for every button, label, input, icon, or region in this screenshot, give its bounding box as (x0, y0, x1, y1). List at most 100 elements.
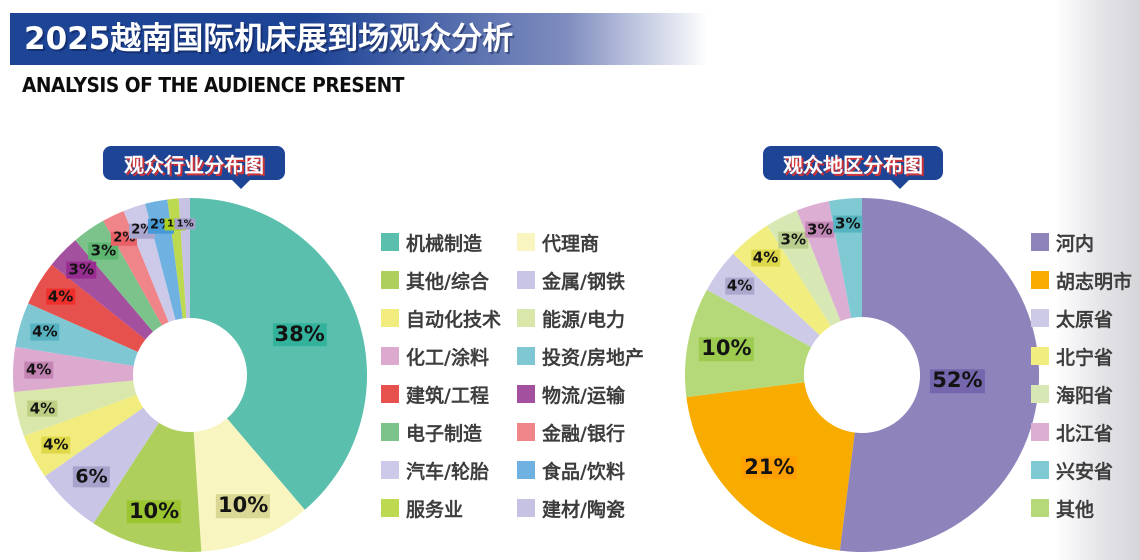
percent-label: 4% (41, 435, 71, 454)
percent-label: 10% (699, 336, 754, 361)
right-edge-gradient (1055, 0, 1140, 560)
percent-label: 10% (215, 493, 271, 519)
legend-swatch (517, 233, 535, 251)
legend-item: 金属/钢铁 (517, 261, 625, 299)
legend-swatch (1031, 461, 1049, 479)
percent-label: 3% (833, 214, 863, 233)
legend-item-label: 能源/电力 (542, 308, 625, 331)
legend-item-label: 太原省 (1056, 308, 1114, 331)
percent-label: 4% (24, 360, 54, 379)
percent-label: 4% (750, 248, 781, 267)
legend-swatch (1031, 233, 1049, 251)
legend-item: 胡志明市 (1031, 261, 1132, 299)
pie-slice (193, 418, 305, 552)
percent-label: 52% (930, 368, 985, 393)
pie-slice (44, 407, 159, 524)
percent-label: 6% (73, 465, 110, 488)
industry-chart-title: 观众行业分布图 (124, 152, 264, 177)
legend-item-label: 海阳省 (1056, 384, 1114, 407)
legend-swatch (1031, 385, 1049, 403)
percent-label: 10% (126, 499, 182, 524)
legend-item-label: 服务业 (406, 498, 464, 521)
legend-item: 机械制造 (381, 223, 482, 261)
legend-item: 其他/综合 (381, 261, 489, 299)
bubble-tail (889, 179, 910, 189)
legend-item: 代理商 (517, 223, 599, 261)
legend-item: 金融/银行 (517, 413, 625, 451)
legend-item-label: 北江省 (1056, 422, 1114, 445)
percent-label: 4% (724, 276, 755, 295)
legend-item-label: 河内 (1056, 232, 1095, 255)
legend-item: 兴安省 (1031, 451, 1113, 489)
legend-swatch (381, 347, 399, 365)
percent-label: 4% (30, 322, 60, 341)
page-title: 2025越南国际机床展到场观众分析 (10, 13, 722, 65)
pie-slice (706, 253, 820, 348)
legend-item: 建筑/工程 (381, 375, 489, 413)
pie-slice (28, 264, 146, 352)
region-chart-title-bubble: 观众地区分布图 (763, 146, 943, 189)
percent-label: 1% (174, 218, 196, 230)
legend-item: 海阳省 (1031, 375, 1113, 413)
legend-swatch (517, 499, 535, 517)
legend-item: 电子制造 (381, 413, 482, 451)
legend-item-label: 金融/银行 (542, 422, 625, 445)
legend-swatch (381, 423, 399, 441)
legend-swatch (1031, 347, 1049, 365)
pie-slice (15, 303, 138, 366)
percent-label: 38% (272, 321, 327, 347)
legend-item-label: 北宁省 (1056, 346, 1114, 369)
pie-slice (13, 380, 137, 437)
legend-item: 化工/涂料 (381, 337, 489, 375)
region-chart-title: 观众地区分布图 (783, 152, 923, 177)
legend-item-label: 物流/运输 (542, 384, 625, 407)
legend-item: 河内 (1031, 223, 1094, 261)
percent-label: 3% (88, 241, 119, 260)
legend-swatch (517, 347, 535, 365)
percent-label: 3% (778, 230, 809, 249)
legend-swatch (1031, 271, 1049, 289)
legend-item: 太原省 (1031, 299, 1113, 337)
industry-chart-title-bubble: 观众行业分布图 (103, 146, 285, 189)
legend-swatch (1031, 423, 1049, 441)
legend-item-label: 化工/涂料 (406, 346, 489, 369)
percent-label: 21% (742, 454, 797, 480)
legend-swatch (1031, 499, 1049, 517)
bubble-tail (231, 179, 252, 189)
pie-slice (13, 346, 134, 392)
legend-item-label: 投资/房地产 (542, 346, 644, 369)
percent-label: 4% (27, 399, 58, 418)
legend-swatch (381, 309, 399, 327)
legend-swatch (517, 271, 535, 289)
legend-item-label: 兴安省 (1056, 460, 1114, 483)
page-subtitle: ANALYSIS OF THE AUDIENCE PRESENT (22, 73, 404, 97)
percent-label: 3% (66, 260, 97, 279)
legend-swatch (381, 385, 399, 403)
legend-item-label: 其他 (1056, 498, 1095, 521)
legend-item: 北江省 (1031, 413, 1113, 451)
legend-item-label: 自动化技术 (406, 308, 502, 331)
legend-item-label: 建筑/工程 (406, 384, 489, 407)
legend-item-label: 代理商 (542, 232, 600, 255)
legend-item: 汽车/轮胎 (381, 451, 489, 489)
pie-slice (23, 394, 144, 477)
legend-item: 能源/电力 (517, 299, 625, 337)
legend-item: 投资/房地产 (517, 337, 644, 375)
legend-swatch (381, 499, 399, 517)
legend-item: 服务业 (381, 489, 463, 527)
legend-swatch (381, 461, 399, 479)
legend-item-label: 金属/钢铁 (542, 270, 625, 293)
legend-item-label: 机械制造 (406, 232, 483, 255)
percent-label: 4% (45, 287, 76, 306)
legend-item-label: 其他/综合 (406, 270, 489, 293)
legend-swatch (517, 461, 535, 479)
legend-item-label: 建材/陶瓷 (542, 498, 625, 521)
percent-label: 3% (805, 220, 835, 239)
legend-item-label: 电子制造 (406, 422, 483, 445)
legend-item: 建材/陶瓷 (517, 489, 625, 527)
legend-item: 其他 (1031, 489, 1094, 527)
legend-item: 食品/饮料 (517, 451, 625, 489)
legend-swatch (1031, 309, 1049, 327)
legend-item-label: 食品/饮料 (542, 460, 625, 483)
